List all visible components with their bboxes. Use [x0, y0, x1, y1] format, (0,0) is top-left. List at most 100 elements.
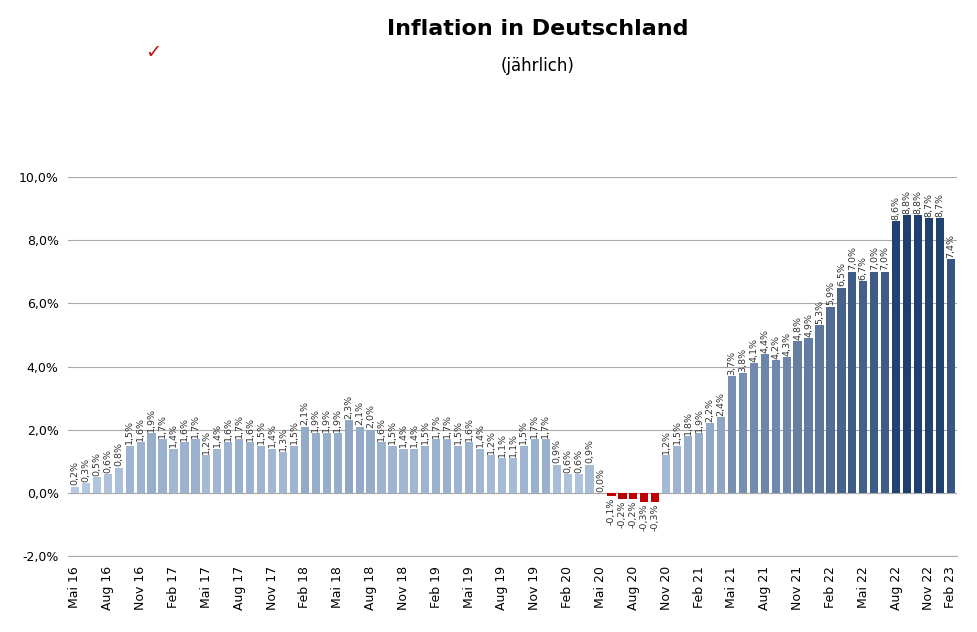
Bar — [618, 493, 626, 499]
Bar — [71, 487, 79, 493]
Bar — [465, 442, 473, 493]
Text: 1,3%: 1,3% — [278, 427, 287, 451]
Text: 1,6%: 1,6% — [377, 417, 386, 441]
Bar — [202, 455, 210, 493]
Bar — [859, 281, 868, 493]
Text: 2,0%: 2,0% — [366, 404, 375, 428]
Text: unabhängig • strategisch • treffsicher: unabhängig • strategisch • treffsicher — [12, 63, 140, 69]
Text: 1,6%: 1,6% — [224, 417, 233, 441]
Bar — [181, 442, 189, 493]
Bar — [608, 493, 616, 496]
Bar — [104, 474, 112, 493]
Text: 1,6%: 1,6% — [180, 417, 189, 441]
Text: 4,3%: 4,3% — [783, 332, 791, 356]
Text: Inflation in Deutschland: Inflation in Deutschland — [387, 19, 688, 39]
Bar — [541, 439, 550, 493]
Text: 1,4%: 1,4% — [399, 423, 408, 447]
Bar — [148, 433, 155, 493]
Text: 0,0%: 0,0% — [596, 468, 605, 492]
Bar — [345, 420, 353, 493]
Bar — [126, 446, 134, 493]
Bar — [706, 423, 714, 493]
Text: 1,7%: 1,7% — [234, 414, 243, 438]
Text: 1,7%: 1,7% — [158, 414, 167, 438]
Text: 7,0%: 7,0% — [848, 246, 857, 270]
Bar — [432, 439, 441, 493]
Bar — [169, 449, 178, 493]
Bar — [333, 433, 342, 493]
Bar — [662, 455, 670, 493]
Bar — [158, 439, 167, 493]
Text: -0,3%: -0,3% — [640, 504, 649, 532]
Bar — [82, 483, 90, 493]
Text: 1,9%: 1,9% — [148, 408, 156, 432]
Bar — [454, 446, 462, 493]
Text: 1,4%: 1,4% — [268, 423, 276, 447]
Bar — [772, 360, 780, 493]
Bar — [487, 455, 495, 493]
Text: 1,5%: 1,5% — [421, 420, 430, 444]
Text: -0,2%: -0,2% — [629, 501, 638, 528]
Bar — [892, 221, 900, 493]
Bar — [761, 354, 769, 493]
Text: stockstreet.de: stockstreet.de — [12, 32, 126, 46]
Text: 1,9%: 1,9% — [322, 408, 331, 432]
Text: 2,1%: 2,1% — [355, 401, 364, 425]
Text: 0,9%: 0,9% — [552, 439, 561, 463]
Text: 0,6%: 0,6% — [563, 449, 573, 473]
Bar — [585, 465, 594, 493]
Text: 1,5%: 1,5% — [520, 420, 529, 444]
Bar — [848, 272, 857, 493]
Bar — [903, 215, 912, 493]
Text: 1,5%: 1,5% — [388, 420, 397, 444]
Text: 1,9%: 1,9% — [333, 408, 342, 432]
Text: 4,9%: 4,9% — [804, 313, 813, 337]
Bar — [837, 288, 845, 493]
Bar — [389, 446, 397, 493]
Text: 1,5%: 1,5% — [453, 420, 463, 444]
Bar — [793, 341, 802, 493]
Bar — [377, 442, 386, 493]
Bar — [881, 272, 889, 493]
Text: 8,7%: 8,7% — [935, 193, 945, 217]
Bar — [278, 452, 287, 493]
Bar — [684, 436, 693, 493]
Text: 3,7%: 3,7% — [728, 351, 737, 375]
Text: 0,6%: 0,6% — [104, 449, 112, 473]
Text: (jährlich): (jährlich) — [500, 57, 574, 75]
Text: 4,2%: 4,2% — [771, 335, 781, 359]
Bar — [640, 493, 649, 502]
Text: 1,5%: 1,5% — [125, 420, 134, 444]
Text: 1,2%: 1,2% — [202, 430, 211, 454]
Text: 1,7%: 1,7% — [443, 414, 451, 438]
Bar — [356, 427, 363, 493]
Text: 7,4%: 7,4% — [947, 234, 956, 258]
Bar — [629, 493, 637, 499]
Text: 6,7%: 6,7% — [859, 256, 868, 280]
Text: 1,6%: 1,6% — [136, 417, 146, 441]
Text: 1,4%: 1,4% — [476, 423, 485, 447]
Text: 5,9%: 5,9% — [826, 281, 835, 305]
Bar — [520, 446, 528, 493]
Text: 4,1%: 4,1% — [749, 338, 758, 362]
Text: -0,2%: -0,2% — [617, 501, 627, 528]
Text: 1,7%: 1,7% — [191, 414, 200, 438]
Bar — [93, 477, 101, 493]
Text: 1,5%: 1,5% — [257, 420, 266, 444]
Text: -0,1%: -0,1% — [607, 497, 616, 525]
Text: 0,9%: 0,9% — [585, 439, 594, 463]
Bar — [509, 458, 517, 493]
Text: 1,4%: 1,4% — [213, 423, 222, 447]
Text: 8,7%: 8,7% — [924, 193, 933, 217]
Text: 0,8%: 0,8% — [114, 442, 123, 466]
Bar — [191, 439, 199, 493]
Text: 1,9%: 1,9% — [312, 408, 320, 432]
Bar — [651, 493, 659, 502]
Bar — [947, 259, 955, 493]
Bar — [695, 433, 703, 493]
Text: 1,8%: 1,8% — [684, 411, 693, 435]
Bar — [400, 449, 407, 493]
Text: 8,8%: 8,8% — [903, 190, 912, 214]
Bar — [246, 442, 254, 493]
Text: 1,1%: 1,1% — [508, 433, 518, 457]
